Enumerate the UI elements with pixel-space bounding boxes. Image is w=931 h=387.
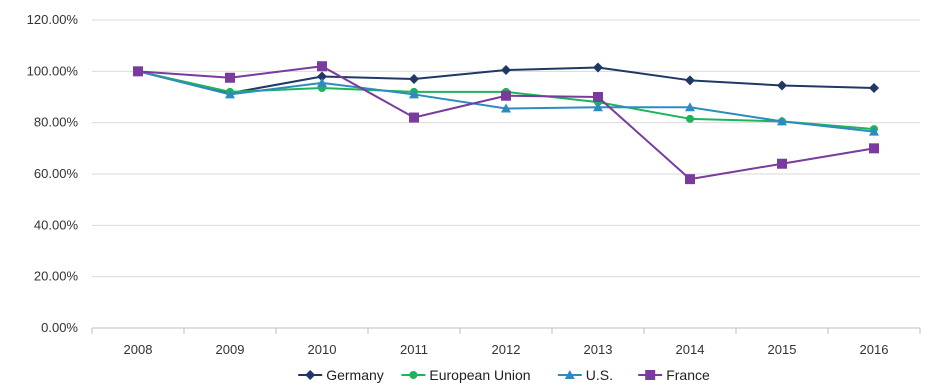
x-tick-label: 2016	[860, 342, 889, 357]
y-tick-label: 20.00%	[34, 269, 79, 284]
data-point-france	[869, 143, 879, 154]
data-point-u-s-	[317, 77, 327, 87]
data-point-germany	[777, 80, 787, 91]
x-tick-label: 2012	[492, 342, 521, 357]
data-point-france	[593, 92, 603, 102]
data-point-france	[225, 72, 235, 83]
x-tick-label: 2009	[216, 342, 245, 357]
data-point-u-s-	[409, 89, 419, 99]
data-point-u-s-	[501, 103, 511, 113]
data-point-france	[777, 158, 787, 169]
data-point-germany	[869, 83, 879, 94]
x-tick-label: 2010	[308, 342, 337, 357]
data-point-u-s-	[685, 102, 695, 112]
x-tick-label: 2011	[400, 342, 428, 357]
legend-label-european-union: European Union	[429, 367, 530, 383]
x-tick-label: 2008	[124, 342, 153, 357]
data-point-france	[409, 112, 419, 123]
data-point-u-s-	[593, 102, 603, 112]
data-point-germany	[685, 75, 695, 86]
x-tick-label: 2013	[584, 342, 613, 357]
legend-marker-france	[645, 370, 656, 380]
data-point-u-s-	[869, 126, 879, 136]
data-point-france	[317, 61, 327, 72]
legend-marker-u-s-	[564, 370, 575, 379]
data-point-germany	[501, 65, 511, 76]
data-point-u-s-	[225, 89, 235, 99]
y-tick-label: 0.00%	[41, 320, 78, 335]
data-point-france	[685, 174, 695, 185]
data-point-germany	[317, 71, 327, 82]
y-tick-label: 120.00%	[27, 12, 79, 27]
data-point-germany	[409, 74, 419, 85]
data-point-france	[133, 66, 143, 77]
data-point-european-union	[686, 114, 694, 123]
data-point-france	[501, 90, 511, 101]
legend-label-u-s-: U.S.	[586, 367, 613, 383]
y-tick-label: 100.00%	[27, 63, 79, 78]
x-tick-label: 2015	[768, 342, 797, 357]
legend-marker-germany	[305, 370, 316, 380]
data-point-germany	[593, 62, 603, 73]
y-tick-label: 80.00%	[34, 115, 79, 130]
legend-marker-european-union	[409, 371, 418, 379]
data-point-u-s-	[777, 116, 787, 126]
legend-label-germany: Germany	[326, 367, 384, 383]
y-tick-label: 40.00%	[34, 217, 79, 232]
x-tick-label: 2014	[676, 342, 705, 357]
y-tick-label: 60.00%	[34, 166, 79, 181]
legend-label-france: France	[666, 367, 710, 383]
